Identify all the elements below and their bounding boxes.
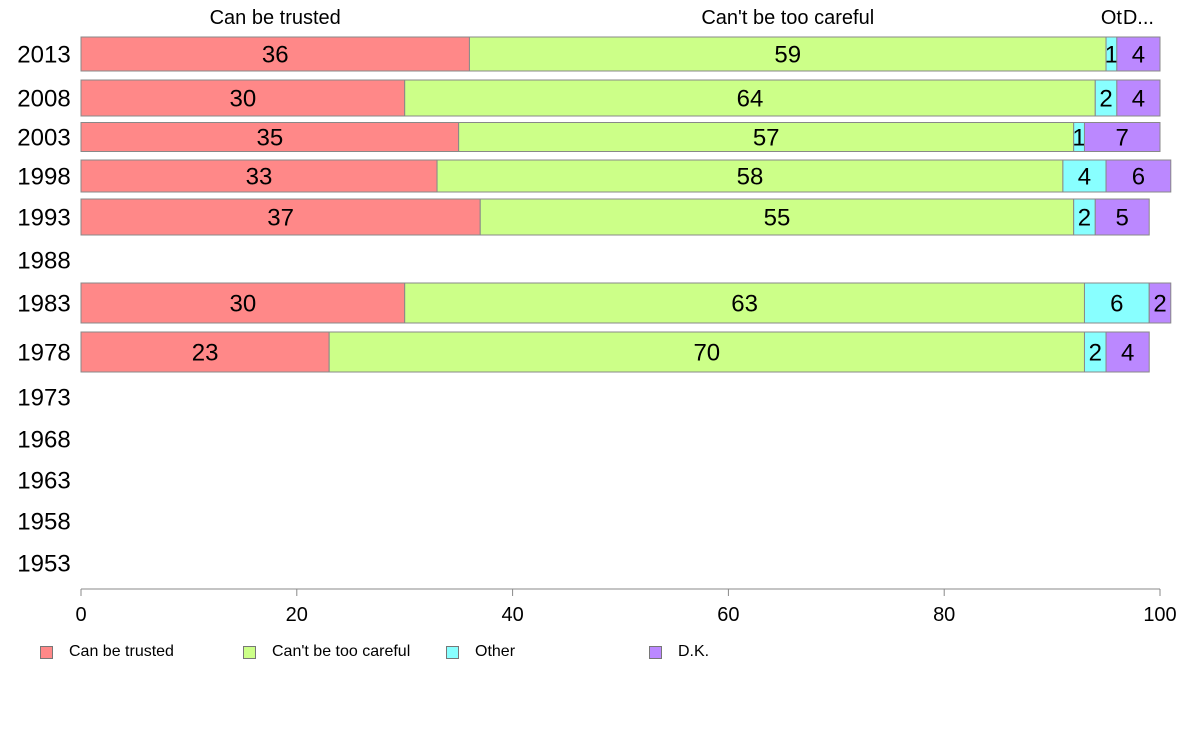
bar-segment xyxy=(80,159,438,193)
category-tick-label: 1983 xyxy=(17,291,70,318)
x-tick-label: 0 xyxy=(75,604,86,626)
series-header-label: D... xyxy=(1123,7,1154,29)
bar-value-label: 4 xyxy=(1078,164,1091,191)
bar-value-label: 37 xyxy=(267,205,294,232)
category-tick-label: 1988 xyxy=(17,248,70,275)
bar-segment xyxy=(404,282,1085,324)
bar-value-label: 1 xyxy=(1072,125,1085,152)
bar-value-label: 57 xyxy=(753,125,780,152)
legend-label: Can be trusted xyxy=(69,643,174,660)
legend-item-can-be-trusted: Can be trusted xyxy=(40,643,174,661)
legend-swatch xyxy=(40,645,53,659)
legend-swatch xyxy=(649,645,662,659)
bar-segment xyxy=(328,331,1085,373)
bar-value-label: 58 xyxy=(737,164,764,191)
bar-value-label: 2 xyxy=(1078,205,1091,232)
category-tick-label: 1998 xyxy=(17,164,70,191)
bar-segment xyxy=(1148,282,1172,324)
bar-value-label: 64 xyxy=(737,86,764,113)
category-tick-label: 1958 xyxy=(17,509,70,536)
bar-segment xyxy=(1105,331,1150,373)
bar-value-label: 1 xyxy=(1105,42,1118,69)
bar-value-label: 36 xyxy=(262,42,289,69)
bar-segment xyxy=(80,36,470,72)
legend-label: Can't be too careful xyxy=(272,643,411,660)
category-tick-label: 2008 xyxy=(17,86,70,113)
series-header-label: Can't be too careful xyxy=(701,7,874,29)
bar-value-label: 7 xyxy=(1116,125,1129,152)
x-tick-label: 60 xyxy=(717,604,739,626)
bar-segment xyxy=(1094,198,1150,236)
category-tick-label: 1978 xyxy=(17,340,70,367)
bar-value-label: 4 xyxy=(1132,86,1145,113)
category-tick-label: 2013 xyxy=(17,42,70,69)
category-tick-label: 1953 xyxy=(17,551,70,578)
legend-label: Other xyxy=(475,643,516,660)
bar-segment xyxy=(80,331,330,373)
category-tick-label: 1968 xyxy=(17,427,70,454)
bar-value-label: 6 xyxy=(1132,164,1145,191)
bar-value-label: 59 xyxy=(774,42,801,69)
bar-segment xyxy=(1116,36,1161,72)
bar-segment xyxy=(1083,282,1150,324)
series-header-label: Can be trusted xyxy=(210,7,341,29)
bar-segment xyxy=(80,198,481,236)
bar-value-label: 70 xyxy=(693,340,720,367)
legend-swatch xyxy=(243,645,256,659)
bar-value-label: 6 xyxy=(1110,291,1123,318)
bar-value-label: 5 xyxy=(1116,205,1129,232)
legend-item-other: Other xyxy=(446,643,515,661)
bar-value-label: 2 xyxy=(1089,340,1102,367)
legend-item-dk: D.K. xyxy=(649,643,709,661)
bar-segment xyxy=(436,159,1064,193)
category-tick-label: 1993 xyxy=(17,205,70,232)
bar-value-label: 63 xyxy=(731,291,758,318)
bar-segment xyxy=(80,282,406,324)
bar-value-label: 4 xyxy=(1132,42,1145,69)
bar-segment xyxy=(1116,79,1161,117)
bar-segment xyxy=(458,122,1075,152)
x-tick-label: 100 xyxy=(1143,604,1176,626)
bar-value-label: 4 xyxy=(1121,340,1134,367)
x-tick-label: 20 xyxy=(286,604,308,626)
x-tick-label: 40 xyxy=(501,604,523,626)
bar-segment xyxy=(1083,122,1161,152)
bar-value-label: 30 xyxy=(229,291,256,318)
bar-segment xyxy=(80,122,460,152)
legend-label: D.K. xyxy=(678,643,710,660)
bar-segment xyxy=(1105,159,1172,193)
category-tick-label: 1973 xyxy=(17,385,70,412)
series-header-label: Ot xyxy=(1101,7,1123,29)
bar-value-label: 2 xyxy=(1153,291,1166,318)
bar-value-label: 30 xyxy=(229,86,256,113)
legend-swatch xyxy=(446,645,459,659)
x-tick-label: 80 xyxy=(933,604,955,626)
bar-value-label: 35 xyxy=(256,125,283,152)
category-tick-label: 2003 xyxy=(17,125,70,152)
bar-value-label: 33 xyxy=(246,164,273,191)
legend: Can be trusted Can't be too careful Othe… xyxy=(40,643,800,665)
legend-item-cant-be-too-careful: Can't be too careful xyxy=(243,643,410,661)
bar-value-label: 2 xyxy=(1099,86,1112,113)
bar-segment xyxy=(468,36,1107,72)
bar-segment xyxy=(479,198,1075,236)
bar-value-label: 55 xyxy=(764,205,791,232)
category-tick-label: 1963 xyxy=(17,468,70,495)
bar-value-label: 23 xyxy=(192,340,219,367)
bar-segment xyxy=(404,79,1096,117)
